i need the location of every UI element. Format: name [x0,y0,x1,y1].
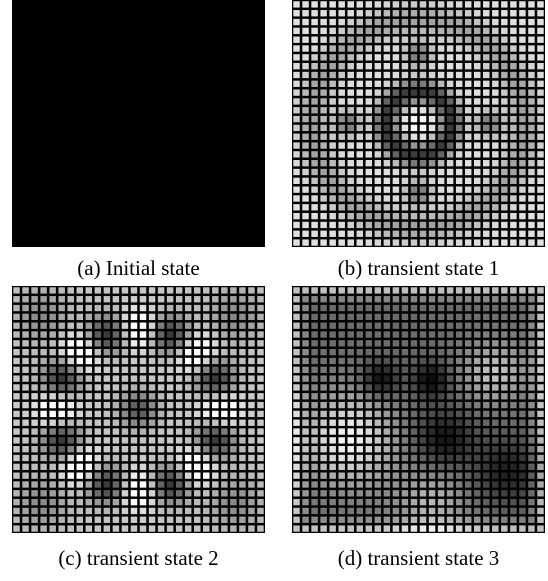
lattice-cells [293,287,544,532]
caption-initial-state: (a) Initial state [77,256,200,280]
caption-transient-state-2: (c) transient state 2 [58,546,219,570]
lattice-cells [293,1,544,246]
caption-transient-state-1: (b) transient state 1 [337,256,500,280]
panel-transient-state-1-image [292,0,545,247]
panel-transient-state-3-image [292,286,545,533]
lattice-cells [13,287,264,532]
caption-transient-state-3: (d) transient state 3 [337,546,500,570]
panel-transient-state-2-image [12,286,265,533]
panel-initial-state-image [12,0,265,247]
